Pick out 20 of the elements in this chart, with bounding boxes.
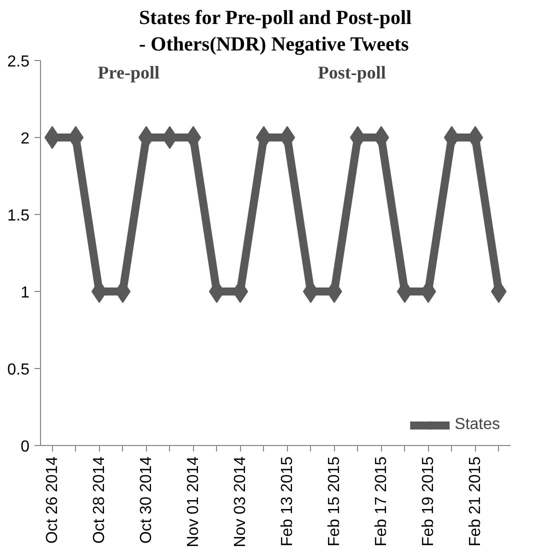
x-tick-label: Feb 19 2015 [420, 456, 437, 546]
x-tick-label: Oct 30 2014 [138, 456, 155, 544]
y-tick-label: 1 [20, 284, 30, 302]
y-tick-label: 0 [20, 438, 30, 456]
x-tick-label: Feb 21 2015 [466, 456, 484, 546]
x-tick-label: Feb 15 2015 [326, 456, 343, 546]
x-tick-label: Nov 03 2014 [232, 456, 249, 548]
y-tick-label: 2.5 [7, 54, 30, 70]
y-tick-label: 2 [20, 130, 30, 148]
chart-title: States for Pre-poll and Post-poll - Others(NDR) Negative Tweets [139, 7, 412, 56]
x-tick-label: Oct 26 2014 [44, 456, 61, 544]
y-tick-label: 1.5 [7, 208, 30, 224]
x-tick-label: Nov 01 2014 [184, 456, 202, 548]
x-tick-label: Oct 28 2014 [90, 456, 108, 544]
annotation: Pre-poll [98, 62, 160, 82]
x-tick-label: Feb 17 2015 [372, 456, 390, 546]
annotation: Post-poll [318, 62, 386, 82]
y-tick-label: 0.5 [7, 362, 30, 378]
x-tick-label: Feb 13 2015 [278, 456, 296, 546]
legend-label: States [454, 416, 500, 434]
